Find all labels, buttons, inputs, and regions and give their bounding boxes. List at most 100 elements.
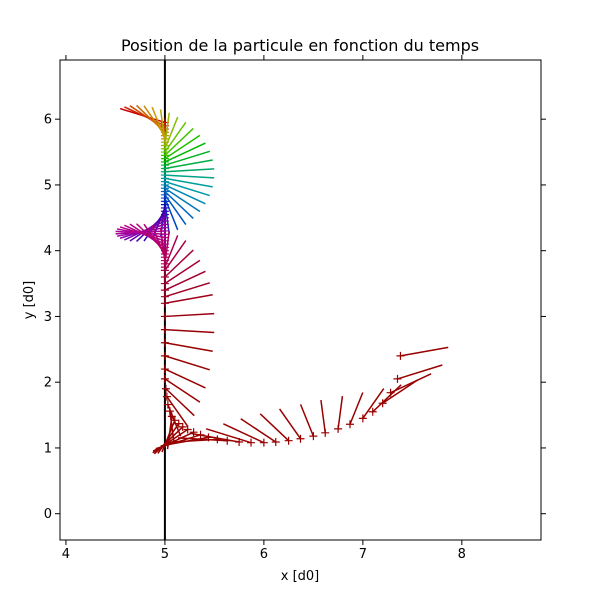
axes: 4 5 6 7 8 0 1 2 3 4 5 6 <box>44 55 546 562</box>
trajectory-segment <box>164 342 213 352</box>
position-marker <box>161 384 170 393</box>
position-marker <box>160 299 169 308</box>
trajectory-segment <box>320 399 326 433</box>
trajectory-segment <box>164 270 206 291</box>
trajectory-segment <box>164 235 179 268</box>
trajectory-segment <box>164 312 215 318</box>
y-tick-label: 0 <box>44 507 52 522</box>
position-marker <box>386 388 395 397</box>
position-marker <box>259 438 268 447</box>
plot-frame <box>59 59 542 541</box>
trajectory-segment <box>164 177 213 188</box>
trajectory-segment <box>164 134 201 160</box>
trajectory-segment <box>223 423 265 444</box>
trajectory-segment <box>349 392 364 425</box>
trajectory-segment <box>191 432 240 443</box>
trajectory-segment <box>164 294 213 305</box>
trajectory-segment <box>151 225 166 258</box>
trajectory-segment <box>164 197 179 231</box>
position-marker <box>358 414 367 423</box>
trajectory-segment <box>164 355 210 371</box>
trajectory-segment <box>164 180 210 197</box>
position-marker <box>178 422 187 431</box>
trajectory-segment <box>390 373 432 394</box>
y-axis-label: y [d0] <box>22 281 37 320</box>
trajectory-segment <box>164 378 201 403</box>
position-marker <box>160 365 169 374</box>
position-marker <box>247 438 256 447</box>
position-marker <box>170 416 179 425</box>
position-marker <box>296 434 305 443</box>
position-marker <box>174 419 183 428</box>
trajectory-segment <box>159 109 166 143</box>
trajectory-segment <box>164 240 187 271</box>
position-marker <box>162 392 171 401</box>
position-marker <box>189 428 198 437</box>
trajectory-segment <box>164 259 201 285</box>
trajectory-segment <box>164 116 179 150</box>
position-marker <box>271 438 280 447</box>
trajectory-segment <box>151 106 166 140</box>
trajectory-segment <box>164 328 215 334</box>
trajectory-segment <box>337 396 344 429</box>
trajectory-segment <box>164 159 213 170</box>
trajectory-segment <box>157 423 180 454</box>
position-marker <box>309 432 318 441</box>
y-tick-label: 2 <box>44 376 52 391</box>
position-marker <box>345 420 354 429</box>
trajectory-segment <box>164 142 206 163</box>
position-marker <box>396 351 405 360</box>
position-marker <box>165 407 174 416</box>
x-tick-label: 7 <box>359 547 367 562</box>
position-marker <box>284 436 293 445</box>
position-marker <box>160 325 169 334</box>
trajectory-segment <box>164 127 194 156</box>
x-tick-label: 8 <box>458 547 466 562</box>
position-marker <box>378 399 387 408</box>
trajectory-segment <box>164 174 215 179</box>
position-marker <box>321 428 330 437</box>
plot-area <box>115 60 449 540</box>
trajectory-segment <box>164 282 210 298</box>
y-tick-label: 4 <box>44 244 52 259</box>
trajectory-segment <box>362 388 385 419</box>
position-marker <box>393 374 402 383</box>
position-marker <box>334 424 343 433</box>
trajectory-segment <box>205 428 252 444</box>
trajectory-segment <box>165 388 195 417</box>
trajectory-segment <box>259 413 290 442</box>
trajectory-segment <box>164 230 170 264</box>
x-tick-label: 4 <box>62 547 70 562</box>
trajectory-segment <box>164 112 170 146</box>
trajectory-segment <box>166 396 189 427</box>
trajectory-segment <box>164 150 210 166</box>
trajectory-segment <box>164 168 215 173</box>
position-marker <box>160 374 169 383</box>
trajectory-segment <box>164 187 201 213</box>
position-marker <box>160 351 169 360</box>
position-marker <box>160 338 169 347</box>
trajectory-segment <box>164 368 206 389</box>
trajectory-segment <box>382 379 419 404</box>
trajectory-segment <box>397 364 443 380</box>
position-marker <box>163 400 172 409</box>
y-tick-label: 6 <box>44 113 52 128</box>
trajectory-segment <box>164 249 194 278</box>
x-tick-label: 6 <box>260 547 268 562</box>
y-tick-label: 3 <box>44 310 52 325</box>
position-marker <box>183 425 192 434</box>
position-marker <box>368 407 377 416</box>
trajectory-segment <box>164 194 187 226</box>
y-tick-label: 5 <box>44 178 52 193</box>
chart-title: Position de la particule en fonction du … <box>121 36 479 55</box>
trajectory-segment <box>240 418 277 443</box>
y-tick-label: 1 <box>44 441 52 456</box>
trajectory-segment <box>164 190 194 219</box>
position-marker <box>160 312 169 321</box>
trajectory-segment <box>299 404 315 437</box>
trajectory-segment <box>164 184 206 205</box>
x-axis-label: x [d0] <box>281 569 320 584</box>
x-tick-label: 5 <box>161 547 169 562</box>
